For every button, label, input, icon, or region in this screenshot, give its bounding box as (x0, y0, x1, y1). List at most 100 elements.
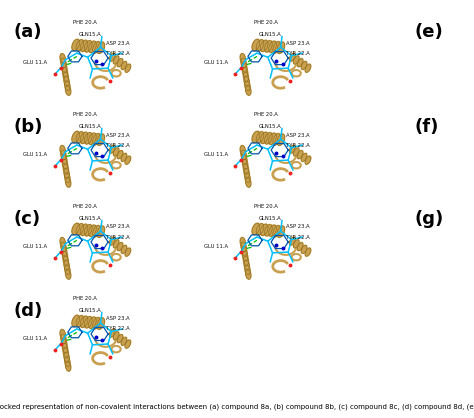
Ellipse shape (252, 131, 260, 143)
Ellipse shape (305, 248, 311, 256)
Ellipse shape (65, 86, 71, 95)
Text: GLU 11.A: GLU 11.A (24, 152, 47, 157)
Ellipse shape (117, 150, 123, 159)
Ellipse shape (121, 337, 127, 345)
Ellipse shape (97, 226, 105, 237)
Ellipse shape (301, 245, 307, 253)
Ellipse shape (241, 242, 246, 252)
Text: (c): (c) (13, 210, 40, 228)
Ellipse shape (64, 168, 69, 178)
Ellipse shape (89, 133, 96, 145)
Ellipse shape (121, 153, 127, 161)
Ellipse shape (245, 173, 250, 183)
Ellipse shape (242, 63, 247, 72)
Text: (e): (e) (415, 23, 444, 41)
Ellipse shape (256, 40, 264, 51)
Ellipse shape (65, 178, 71, 187)
Ellipse shape (60, 54, 65, 63)
Text: (b): (b) (13, 118, 43, 136)
Ellipse shape (63, 343, 68, 353)
Ellipse shape (76, 132, 84, 143)
Ellipse shape (80, 224, 88, 236)
Text: TYR 22.A: TYR 22.A (106, 326, 129, 331)
Ellipse shape (61, 150, 66, 160)
Ellipse shape (64, 81, 70, 91)
Text: GLN15.A: GLN15.A (79, 308, 101, 313)
Text: Fig.6  The 3D docked representation of non-covalent interactions between (a) com: Fig.6 The 3D docked representation of no… (0, 404, 474, 410)
Ellipse shape (243, 159, 248, 169)
Ellipse shape (63, 164, 69, 173)
Ellipse shape (64, 260, 69, 270)
Ellipse shape (290, 237, 295, 245)
Ellipse shape (89, 317, 96, 329)
Text: ASP 23.A: ASP 23.A (286, 133, 310, 138)
Ellipse shape (117, 334, 123, 343)
Ellipse shape (89, 225, 96, 237)
Ellipse shape (65, 362, 71, 371)
Ellipse shape (84, 224, 92, 236)
Text: TYR 22.A: TYR 22.A (286, 51, 310, 56)
Ellipse shape (243, 251, 248, 261)
Ellipse shape (246, 86, 251, 95)
Text: GLN15.A: GLN15.A (259, 216, 282, 221)
Text: GLU 11.A: GLU 11.A (24, 336, 47, 341)
Ellipse shape (62, 155, 67, 164)
Ellipse shape (80, 40, 88, 52)
Ellipse shape (76, 40, 84, 51)
Ellipse shape (63, 256, 69, 265)
Ellipse shape (62, 63, 67, 72)
Ellipse shape (62, 339, 67, 348)
Ellipse shape (76, 224, 84, 235)
Ellipse shape (84, 133, 92, 144)
Ellipse shape (243, 67, 248, 77)
Text: PHE 20.A: PHE 20.A (254, 204, 277, 209)
Ellipse shape (61, 242, 66, 252)
Ellipse shape (256, 132, 264, 143)
Ellipse shape (245, 265, 250, 275)
Text: GLU 11.A: GLU 11.A (204, 244, 228, 249)
Ellipse shape (76, 316, 84, 327)
Ellipse shape (72, 315, 80, 326)
Ellipse shape (245, 81, 250, 91)
Text: GLU 11.A: GLU 11.A (24, 60, 47, 65)
Ellipse shape (63, 348, 69, 357)
Ellipse shape (273, 225, 281, 237)
Ellipse shape (246, 178, 251, 187)
Ellipse shape (89, 41, 96, 53)
Ellipse shape (113, 331, 119, 340)
Ellipse shape (65, 270, 71, 279)
Ellipse shape (301, 153, 307, 161)
Ellipse shape (121, 61, 127, 69)
Ellipse shape (113, 56, 119, 64)
Ellipse shape (240, 54, 246, 63)
Ellipse shape (63, 72, 69, 82)
Ellipse shape (125, 340, 131, 348)
Ellipse shape (241, 150, 246, 160)
Ellipse shape (243, 256, 249, 265)
Ellipse shape (260, 40, 268, 52)
Ellipse shape (125, 64, 131, 72)
Ellipse shape (305, 156, 311, 164)
Ellipse shape (244, 260, 249, 270)
Ellipse shape (113, 148, 119, 156)
Text: TYR 22.A: TYR 22.A (106, 143, 129, 148)
Ellipse shape (297, 59, 303, 67)
Ellipse shape (297, 242, 303, 251)
Ellipse shape (117, 59, 123, 67)
Ellipse shape (97, 42, 105, 54)
Ellipse shape (242, 155, 247, 164)
Ellipse shape (61, 58, 66, 68)
Text: (a): (a) (13, 23, 42, 41)
Ellipse shape (125, 248, 131, 256)
Text: GLU 11.A: GLU 11.A (24, 244, 47, 249)
Ellipse shape (117, 242, 123, 251)
Ellipse shape (269, 133, 276, 145)
Ellipse shape (93, 317, 100, 329)
Text: PHE 20.A: PHE 20.A (73, 204, 97, 209)
Text: GLN15.A: GLN15.A (259, 32, 282, 37)
Ellipse shape (80, 316, 88, 328)
Ellipse shape (301, 61, 307, 69)
Text: ASP 23.A: ASP 23.A (286, 41, 310, 46)
Ellipse shape (97, 134, 105, 145)
Ellipse shape (84, 41, 92, 52)
